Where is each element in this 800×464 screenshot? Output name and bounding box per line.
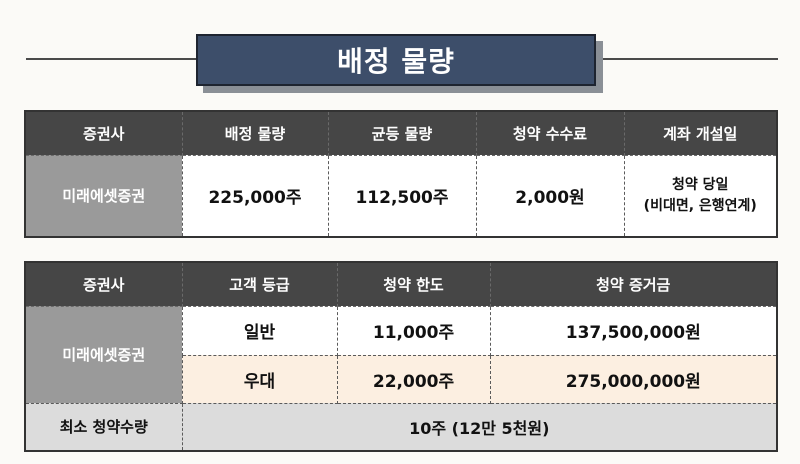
min-subscription-row: 최소 청약수량 10주 (12만 5천원) [24,402,778,452]
allocation-row: 미래에셋증권 225,000주 112,500주 2,000원 청약 당일 (비… [24,154,778,238]
broker-name: 미래에셋증권 [24,154,183,238]
table-row: 우대 22,000주 275,000,000원 [25,354,778,404]
subscription-header-row: 증권사 고객 등급 청약 한도 청약 증거금 [24,261,778,307]
allocation-header-row: 증권사 배정 물량 균등 물량 청약 수수료 계좌 개설일 [24,110,778,156]
header-fee: 청약 수수료 [475,110,625,156]
grade-value: 우대 [181,354,338,404]
account-open-line1: 청약 당일 [672,176,729,193]
header-grade: 고객 등급 [181,261,338,307]
min-subscription-label: 최소 청약수량 [24,402,183,452]
deposit-value: 137,500,000원 [489,305,778,356]
title-rule-left [26,58,196,60]
fee-value: 2,000원 [475,154,625,238]
table-row: 미래에셋증권 일반 11,000주 137,500,000원 [24,305,778,404]
allocation-value: 225,000주 [181,154,329,238]
allocation-table: 증권사 배정 물량 균등 물량 청약 수수료 계좌 개설일 미래에셋증권 225… [24,110,778,238]
subscription-table: 증권사 고객 등급 청약 한도 청약 증거금 미래에셋증권 일반 11,000주… [24,261,778,452]
header-account-open: 계좌 개설일 [623,110,778,156]
min-subscription-value: 10주 (12만 5천원) [181,402,778,452]
header-allocation: 배정 물량 [181,110,329,156]
header-broker: 증권사 [24,110,183,156]
page-title: 배정 물량 [196,34,596,86]
equal-allocation-value: 112,500주 [327,154,477,238]
account-open-line2: (비대면, 은행연계) [643,197,757,214]
header-limit: 청약 한도 [336,261,491,307]
header-broker: 증권사 [24,261,183,307]
header-equal-allocation: 균등 물량 [327,110,477,156]
deposit-value: 275,000,000원 [489,354,778,404]
grade-value: 일반 [181,305,338,356]
limit-value: 11,000주 [336,305,491,356]
header-deposit: 청약 증거금 [489,261,778,307]
broker-name: 미래에셋증권 [24,305,183,404]
title-rule-right [600,58,778,60]
limit-value: 22,000주 [336,354,491,404]
account-open-value: 청약 당일 (비대면, 은행연계) [623,154,778,238]
